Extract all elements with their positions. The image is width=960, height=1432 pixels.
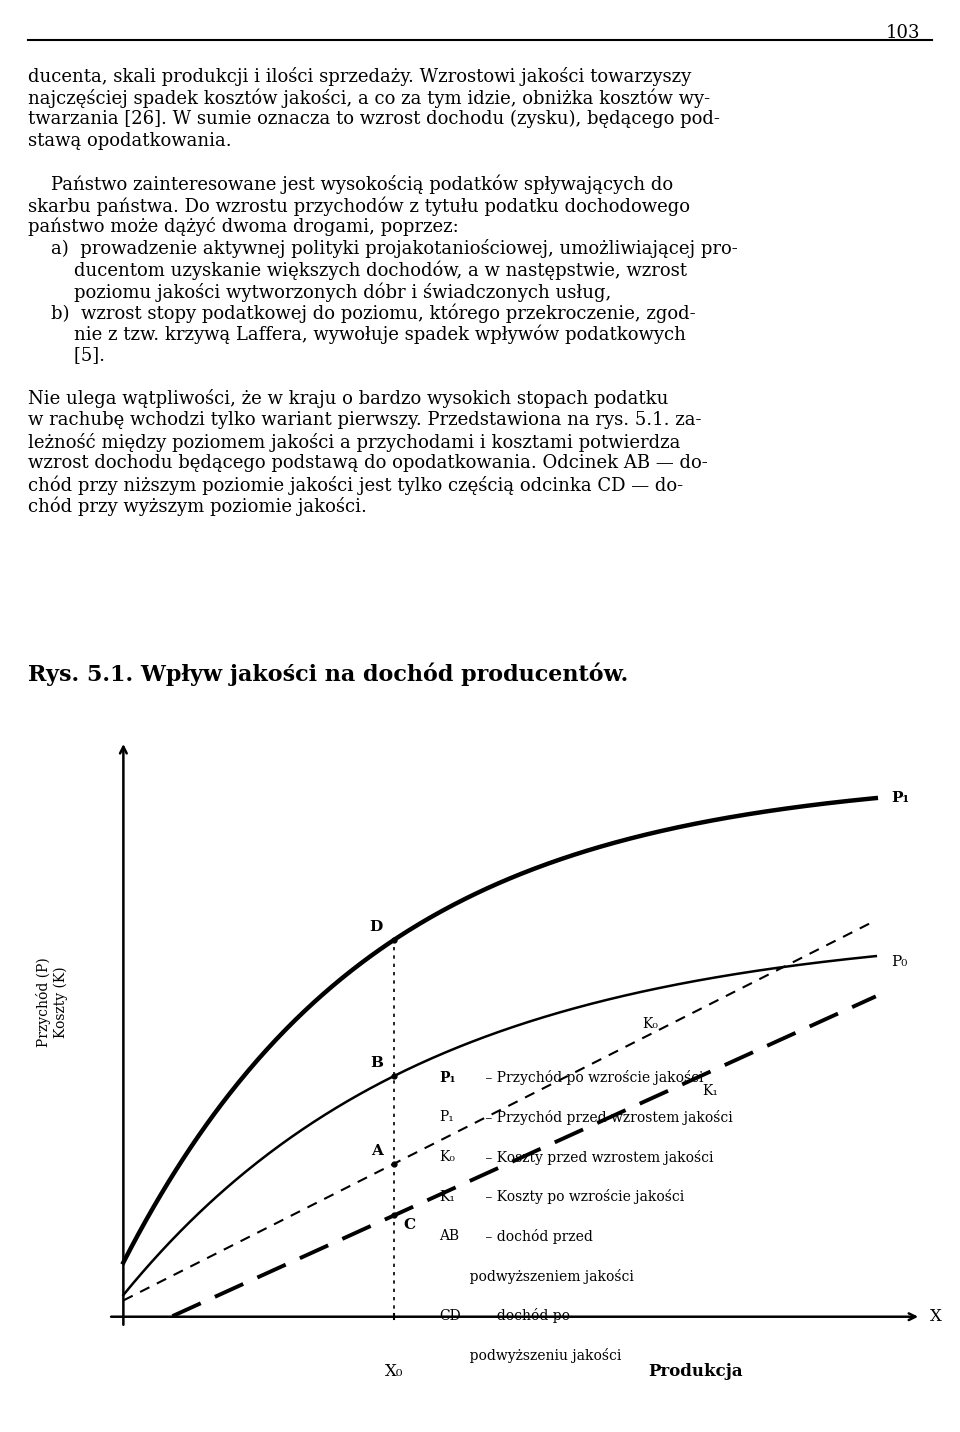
Text: – dochód po: – dochód po: [481, 1309, 570, 1323]
Text: A: A: [372, 1144, 383, 1158]
Text: AB: AB: [440, 1229, 460, 1243]
Text: chód przy niższym poziomie jakości jest tylko częścią odcinka CD — do-: chód przy niższym poziomie jakości jest …: [28, 475, 684, 495]
Text: leżność między poziomem jakości a przychodami i kosztami potwierdza: leżność między poziomem jakości a przych…: [28, 432, 681, 451]
Text: C: C: [403, 1219, 416, 1232]
Text: twarzania [26]. W sumie oznacza to wzrost dochodu (zysku), będącego pod-: twarzania [26]. W sumie oznacza to wzros…: [28, 110, 720, 129]
Text: – Koszty po wzroście jakości: – Koszty po wzroście jakości: [481, 1189, 684, 1204]
Text: B: B: [370, 1057, 383, 1071]
Text: P₁: P₁: [440, 1110, 454, 1124]
Text: b)  wzrost stopy podatkowej do poziomu, którego przekroczenie, zgod-: b) wzrost stopy podatkowej do poziomu, k…: [28, 304, 696, 324]
Text: nie z tzw. krzywą Laffera, wywołuje spadek wpływów podatkowych: nie z tzw. krzywą Laffera, wywołuje spad…: [28, 325, 685, 345]
Text: Państwo zainteresowane jest wysokością podatków spływających do: Państwo zainteresowane jest wysokością p…: [28, 175, 673, 193]
Text: poziomu jakości wytworzonych dóbr i świadczonych usług,: poziomu jakości wytworzonych dóbr i świa…: [28, 282, 612, 302]
Text: ducentom uzyskanie większych dochodów, a w następstwie, wzrost: ducentom uzyskanie większych dochodów, a…: [28, 261, 687, 281]
Text: K₀: K₀: [440, 1150, 455, 1164]
Text: najczęściej spadek kosztów jakości, a co za tym idzie, obniżka kosztów wy-: najczęściej spadek kosztów jakości, a co…: [28, 89, 710, 107]
Text: chód przy wyższym poziomie jakości.: chód przy wyższym poziomie jakości.: [28, 497, 367, 517]
Text: Przychód (P)
Koszty (K): Przychód (P) Koszty (K): [36, 957, 68, 1047]
Text: państwo może dążyć dwoma drogami, poprzez:: państwo może dążyć dwoma drogami, poprze…: [28, 218, 459, 236]
Text: Produkcja: Produkcja: [648, 1363, 742, 1380]
Text: P₁: P₁: [891, 790, 909, 805]
Text: D: D: [370, 921, 383, 934]
Text: X: X: [930, 1309, 942, 1325]
Text: a)  prowadzenie aktywnej polityki projakotaniościowej, umożliwiającej pro-: a) prowadzenie aktywnej polityki projako…: [28, 239, 737, 258]
Text: skarbu państwa. Do wzrostu przychodów z tytułu podatku dochodowego: skarbu państwa. Do wzrostu przychodów z …: [28, 196, 690, 215]
Text: Rys. 5.1. Wpływ jakości na dochód producentów.: Rys. 5.1. Wpływ jakości na dochód produc…: [28, 662, 628, 686]
Text: K₁: K₁: [703, 1084, 719, 1098]
Text: – dochód przed: – dochód przed: [481, 1229, 592, 1244]
Text: ducenta, skali produkcji i ilości sprzedaży. Wzrostowi jakości towarzyszy: ducenta, skali produkcji i ilości sprzed…: [28, 67, 691, 86]
Text: CD: CD: [440, 1309, 461, 1323]
Text: stawą opodatkowania.: stawą opodatkowania.: [28, 132, 231, 149]
Text: Nie ulega wątpliwości, że w kraju o bardzo wysokich stopach podatku: Nie ulega wątpliwości, że w kraju o bard…: [28, 390, 668, 408]
Text: – Przychód przed wzrostem jakości: – Przychód przed wzrostem jakości: [481, 1110, 732, 1126]
Text: X₀: X₀: [385, 1363, 403, 1380]
Text: [5].: [5].: [28, 347, 105, 365]
Text: P₁: P₁: [440, 1071, 456, 1085]
Text: wzrost dochodu będącego podstawą do opodatkowania. Odcinek AB — do-: wzrost dochodu będącego podstawą do opod…: [28, 454, 708, 473]
Text: K₀: K₀: [642, 1017, 659, 1031]
Text: – Przychód po wzroście jakości: – Przychód po wzroście jakości: [481, 1070, 704, 1085]
Text: P₀: P₀: [891, 955, 907, 968]
Text: 103: 103: [885, 24, 920, 42]
Text: w rachubę wchodzi tylko wariant pierwszy. Przedstawiona na rys. 5.1. za-: w rachubę wchodzi tylko wariant pierwszy…: [28, 411, 702, 430]
Text: – Koszty przed wzrostem jakości: – Koszty przed wzrostem jakości: [481, 1150, 713, 1164]
Text: podwyższeniem jakości: podwyższeniem jakości: [440, 1269, 635, 1283]
Text: K₁: K₁: [440, 1190, 455, 1204]
Text: podwyższeniu jakości: podwyższeniu jakości: [440, 1348, 622, 1363]
